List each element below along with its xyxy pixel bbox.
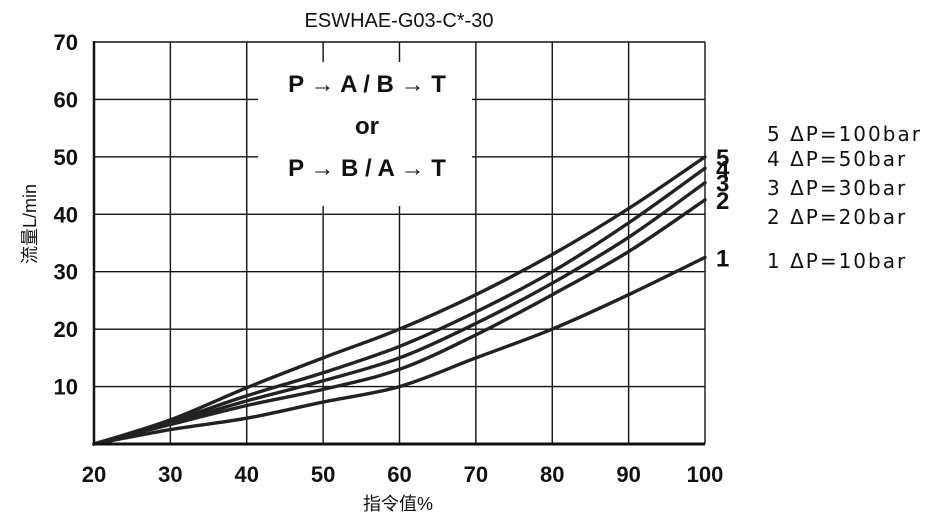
x-tick-label: 50	[311, 462, 335, 487]
y-tick-label: 30	[54, 260, 78, 285]
series-lines	[92, 155, 707, 446]
y-tick-label: 50	[54, 145, 78, 170]
series-end-label: 3	[716, 171, 729, 198]
port-annotation: P → A / B → T or P → B / A → T	[258, 62, 472, 206]
series-line-1	[92, 255, 707, 446]
y-tick-label: 10	[54, 375, 78, 400]
series-line-4	[92, 166, 707, 446]
x-tick-label: 40	[235, 462, 259, 487]
legend-entry: 2 ΔP=20bar	[767, 205, 907, 229]
annotation-line-1: P → A / B → T	[288, 71, 446, 98]
legend-entry: 5 ΔP=100bar	[767, 122, 922, 146]
y-tick-label: 70	[54, 30, 78, 55]
x-tick-label: 60	[387, 462, 411, 487]
y-tick-label: 20	[54, 317, 78, 342]
annotation-line-3: P → B / A → T	[288, 155, 446, 182]
y-axis-label: 流量L/min	[20, 184, 40, 264]
y-tick-label: 40	[54, 202, 78, 227]
series-line-2	[92, 198, 707, 446]
series-end-label: 1	[716, 245, 729, 272]
series-end-label: 5	[716, 145, 729, 172]
series-line-5	[92, 155, 707, 446]
axes: 20 30 40 50 60 70 80 90 100 10 20 30 40 50 60 70	[54, 30, 724, 487]
x-axis-label: 指令值%	[363, 494, 433, 514]
series-end-label: 2	[716, 188, 729, 215]
series-line-3	[92, 181, 707, 446]
x-tick-label: 100	[687, 462, 724, 487]
series-end-label: 4	[716, 156, 730, 183]
legend-entry: 1 ΔP=10bar	[767, 249, 907, 273]
y-tick-label: 60	[54, 87, 78, 112]
x-tick-label: 30	[158, 462, 182, 487]
x-tick-label: 70	[464, 462, 488, 487]
chart-title: ESWHAE-G03-C*-30	[305, 10, 494, 32]
x-tick-label: 90	[616, 462, 640, 487]
legend-entry: 4 ΔP=50bar	[767, 147, 907, 171]
legend-entry: 3 ΔP=30bar	[767, 176, 907, 200]
annotation-line-2: or	[355, 113, 379, 140]
x-tick-label: 20	[82, 462, 106, 487]
x-tick-label: 80	[540, 462, 564, 487]
